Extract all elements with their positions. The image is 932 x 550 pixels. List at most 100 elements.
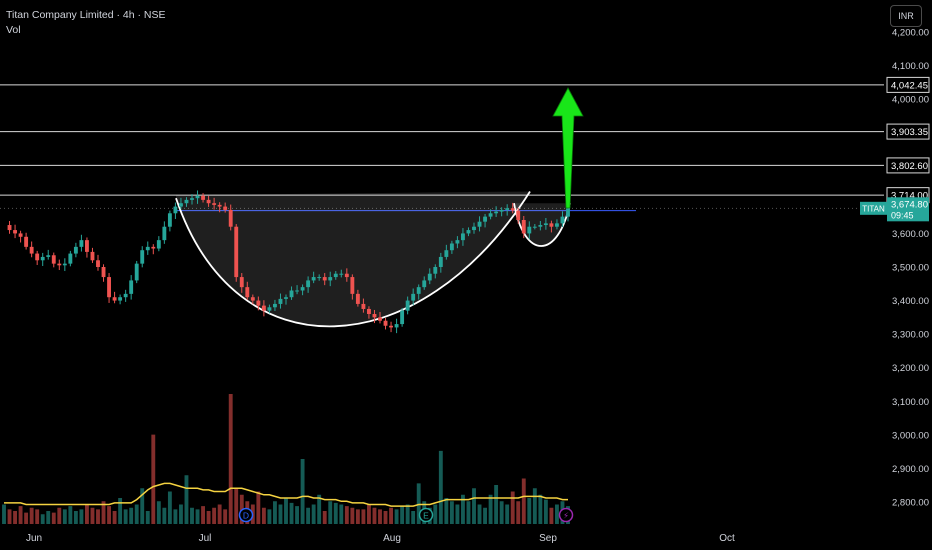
currency-button[interactable]: INR	[890, 5, 922, 27]
candle-body	[101, 267, 106, 278]
candle-body	[383, 320, 388, 326]
volume-bar	[466, 501, 471, 524]
candle-body	[560, 216, 565, 224]
candle-body	[344, 273, 349, 278]
candle-body	[411, 293, 416, 301]
volume-bar	[96, 509, 100, 524]
candle-body	[129, 280, 134, 294]
volume-bar	[472, 488, 476, 524]
volume-bar	[134, 504, 139, 524]
volume-bar	[394, 509, 399, 524]
volume-bar	[361, 509, 366, 524]
candle-body	[555, 223, 559, 227]
candle-body	[40, 256, 45, 261]
volume-bar	[68, 506, 73, 524]
candle-body	[62, 263, 67, 266]
volume-bar	[333, 502, 338, 524]
volume-bar	[179, 504, 183, 524]
y-tick-label: 4,100.00	[892, 61, 929, 72]
y-tick-label: 3,500.00	[892, 263, 929, 274]
candle-body	[416, 287, 421, 294]
x-tick-label: Oct	[719, 533, 735, 544]
symbol-tag-box	[860, 201, 887, 215]
up-arrow-annotation	[552, 87, 584, 209]
candle-body	[107, 277, 111, 298]
resistance-label: 4,042.45	[891, 80, 928, 91]
candle-body	[278, 298, 283, 304]
candle-body	[438, 256, 443, 267]
volume-bar	[438, 450, 443, 524]
volume-bar	[339, 504, 344, 524]
candle-body	[267, 307, 272, 311]
candle-body	[494, 211, 499, 214]
candle-body	[405, 300, 410, 311]
volume-bar	[477, 504, 482, 524]
volume-bar	[372, 507, 377, 524]
volume-bar	[538, 494, 543, 524]
candle-body	[228, 209, 233, 227]
volume-bar	[118, 498, 123, 524]
candle-body	[179, 203, 183, 207]
volume-bar	[7, 509, 12, 524]
volume-bar	[18, 506, 23, 524]
volume-bar	[212, 507, 217, 524]
x-tick-label: Aug	[383, 533, 401, 544]
volume-bar	[555, 504, 559, 524]
candle-body	[35, 253, 40, 261]
candle-body	[510, 208, 515, 211]
volume-bar	[206, 511, 211, 524]
cup-and-handle-pattern	[175, 190, 571, 328]
volume-bar	[256, 491, 261, 524]
candle-body	[422, 280, 427, 288]
candle-body	[488, 213, 493, 217]
volume-bar	[129, 507, 134, 524]
volume-bar	[367, 504, 371, 524]
candle-body	[239, 277, 244, 288]
candle-body	[378, 317, 382, 321]
candle-body	[449, 243, 454, 251]
candle-body	[355, 293, 360, 304]
volume-bar	[24, 512, 29, 524]
candle-body	[134, 263, 139, 281]
candle-body	[543, 223, 548, 226]
handle-fill	[514, 203, 570, 247]
resistance-label: 3,714.00	[891, 191, 928, 202]
volume-bar	[162, 507, 167, 524]
x-tick-label: Sep	[539, 533, 557, 544]
candle-body	[51, 255, 56, 264]
candle-body	[18, 233, 23, 237]
symbol-title: Titan Company Limited · 4h · NSE	[6, 9, 166, 21]
candle-body	[311, 277, 316, 281]
candle-body	[295, 290, 299, 292]
volume-bar	[389, 507, 393, 524]
candle-body	[427, 273, 432, 281]
candle-body	[167, 213, 172, 227]
candle-body	[46, 255, 51, 257]
candle-body	[566, 208, 570, 217]
volume-bar	[190, 507, 194, 524]
volume-bar	[112, 511, 117, 524]
candle-body	[96, 260, 100, 267]
candle-body	[466, 230, 471, 234]
candle-body	[145, 246, 150, 251]
candle-body	[184, 199, 189, 204]
volume-bar	[455, 504, 460, 524]
candle-body	[24, 236, 29, 247]
up-arrow	[552, 87, 584, 209]
volume-bar	[62, 509, 67, 524]
candle-body	[250, 297, 255, 301]
resistance-label: 3,903.35	[891, 127, 928, 138]
volume-bar	[201, 506, 205, 524]
volume-indicator-label[interactable]: Vol	[6, 24, 21, 36]
volume-bar	[267, 509, 272, 524]
candle-body	[505, 208, 510, 210]
volume-bar	[13, 511, 17, 524]
volume-bar	[228, 394, 233, 524]
candle-body	[549, 223, 554, 227]
volume-bar	[510, 491, 515, 524]
volume-bar	[184, 475, 189, 524]
candle-body	[300, 287, 305, 291]
y-tick-label: 3,200.00	[892, 363, 929, 374]
volume-bar	[433, 504, 438, 524]
